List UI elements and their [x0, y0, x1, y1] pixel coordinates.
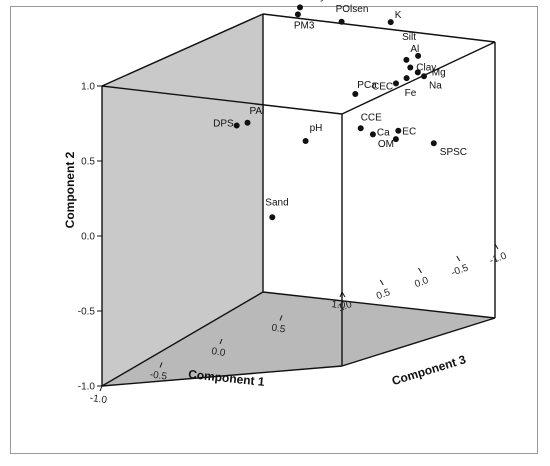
x-tick-label: 1.0	[331, 299, 347, 312]
x-tick-mark	[219, 338, 223, 345]
point-label-pca: PCa	[357, 80, 377, 91]
y-tick-label: 0.5	[81, 157, 95, 168]
point-label-k: K	[395, 10, 402, 21]
point-ca	[369, 131, 376, 138]
point-label-al: Al	[410, 44, 419, 55]
point-silt	[415, 52, 422, 59]
point-label-mg: Mg	[432, 67, 446, 78]
z-tick-mark	[456, 255, 461, 262]
y-tick-label: 1.0	[81, 82, 95, 93]
x-tick-label: 0.0	[211, 346, 227, 359]
point-pca	[352, 91, 359, 97]
point-label-ph: pH	[310, 123, 323, 134]
point-label-cce: CCE	[361, 112, 382, 123]
point-label-na: Na	[429, 80, 442, 91]
point-label-om: OM	[378, 139, 394, 150]
point-mg	[414, 69, 421, 76]
point-label-ca: Ca	[377, 127, 390, 138]
point-dps	[233, 122, 240, 129]
z-tick-mark	[494, 243, 499, 250]
x-tick-mark	[159, 362, 163, 368]
z-tick-label: 0.5	[375, 287, 392, 302]
point-label-dps: DPS	[213, 119, 234, 130]
point-label-polsen: POlsen	[336, 4, 369, 15]
point-al	[403, 56, 410, 63]
point-cce	[357, 125, 364, 132]
point-label-clay: Clay	[416, 63, 436, 74]
point-ec	[395, 127, 402, 134]
point-om	[392, 136, 399, 143]
x-tick-label: 0.5	[271, 323, 287, 336]
x-tick-label: -0.5	[149, 369, 168, 382]
point-sand	[269, 214, 276, 221]
back-wall	[263, 14, 495, 318]
y-axis-title: Component 2	[63, 151, 77, 228]
point-label-silt: Silt	[402, 32, 416, 43]
x-tick-label: -1.0	[89, 393, 108, 406]
z-tick-label: 1.0	[337, 299, 354, 314]
point-label-fe: Fe	[405, 88, 417, 99]
point-label-spsc: SPSC	[440, 147, 467, 158]
point-fe	[403, 75, 410, 82]
left-wall	[102, 14, 263, 386]
axis-ticks: 1.00.50.0-0.5-1.0-1.0-0.50.00.51.01.00.5…	[78, 82, 509, 407]
x-tick-mark	[99, 385, 103, 392]
y-tick-label: -1.0	[78, 382, 96, 393]
z-tick-mark	[341, 291, 346, 298]
point-label-cec: CEC	[372, 81, 393, 92]
point-na	[421, 73, 427, 80]
y-tick-label: -0.5	[78, 307, 96, 318]
point-label-pal: PAl	[250, 106, 265, 117]
point-spsc	[430, 140, 437, 147]
z-axis-title: Component 3	[390, 352, 468, 388]
point-ph	[302, 138, 309, 144]
cube-edges	[101, 13, 496, 387]
floor-wall	[102, 292, 495, 386]
point-k	[387, 19, 394, 26]
x-tick-mark	[339, 291, 343, 298]
point-polsen	[338, 18, 345, 25]
point-clay	[407, 64, 414, 71]
point-pbray	[297, 4, 303, 11]
point-label-pm3: PM3	[294, 20, 315, 31]
point-pm3	[294, 11, 301, 18]
z-tick-mark	[379, 279, 384, 286]
point-label-sand: Sand	[265, 197, 288, 208]
point-pal	[244, 119, 251, 126]
z-tick-label: 0.0	[413, 275, 430, 290]
y-tick-label: 0.0	[81, 232, 95, 243]
point-label-pbray: PBray	[298, 0, 325, 2]
x-tick-mark	[279, 315, 283, 321]
point-cec	[393, 80, 399, 87]
z-tick-mark	[418, 267, 422, 274]
point-label-ec: EC	[402, 127, 416, 138]
